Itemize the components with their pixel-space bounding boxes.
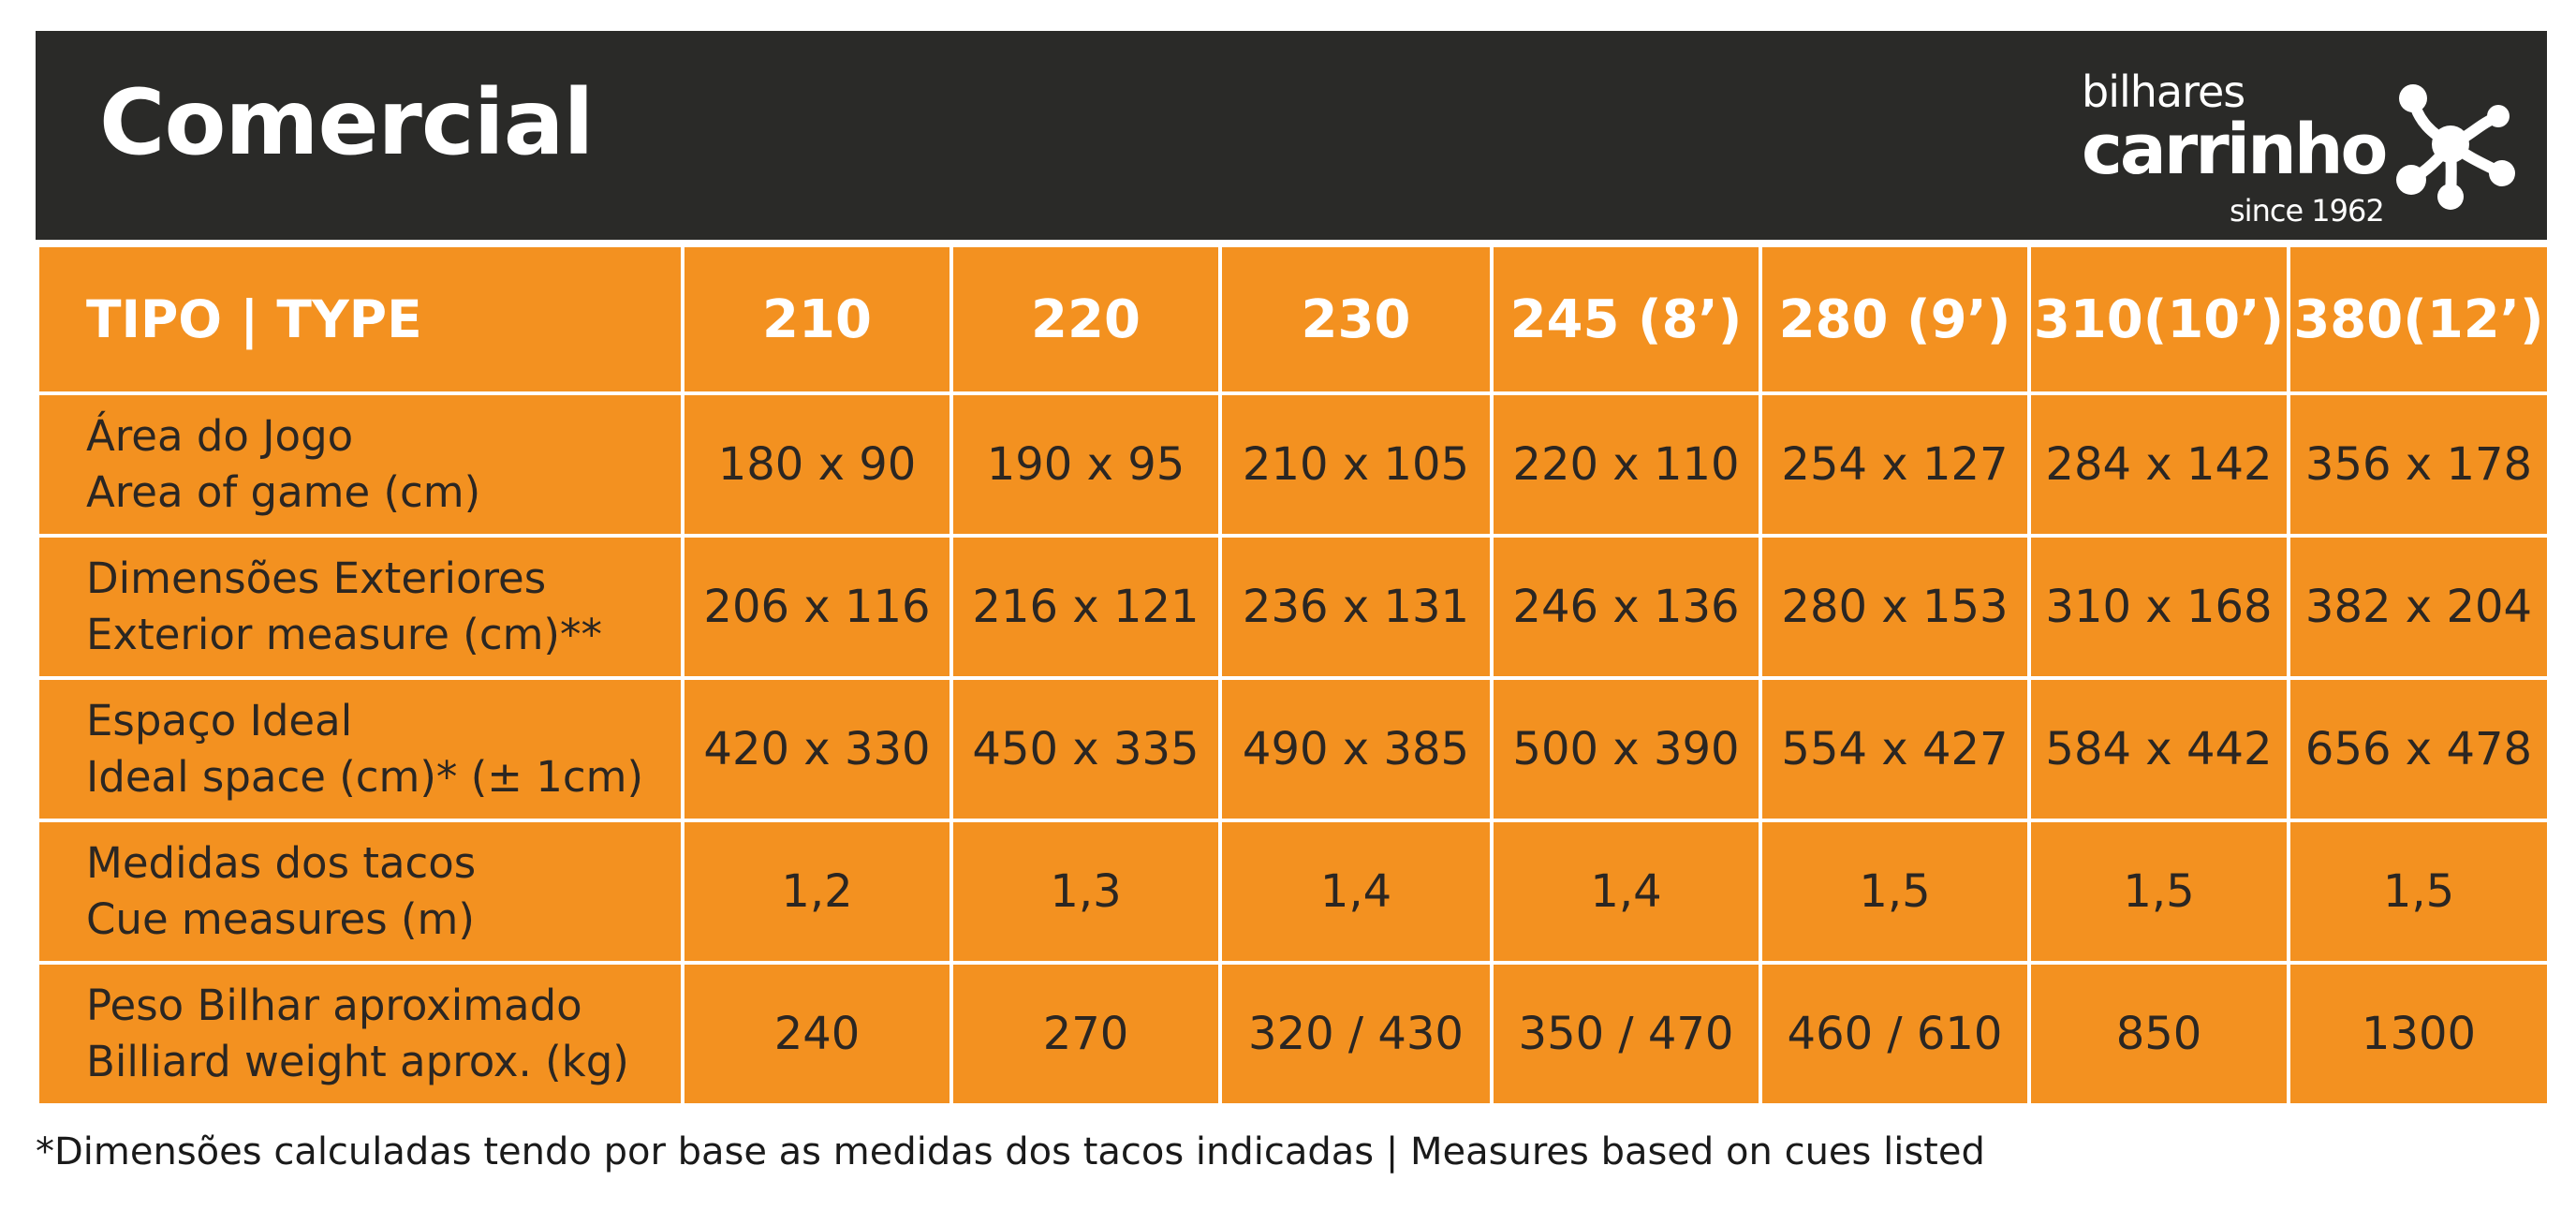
table-cell: 1,5 [2027,819,2290,965]
table-cell: 554 x 427 [1759,676,2031,822]
table-cell: 1,4 [1218,819,1494,965]
row-label-pt: Dimensões Exteriores [86,553,547,603]
table-cell: 190 x 95 [949,391,1222,538]
table-cell: 220 x 110 [1490,391,1762,538]
table-cell: 656 x 478 [2287,676,2551,822]
table-cell: 350 / 470 [1490,961,1762,1107]
table-row: Peso Bilhar aproximado Billiard weight a… [36,961,2551,1107]
page-title: Comercial [99,70,594,175]
table-cell: 320 / 430 [1218,961,1494,1107]
table-cell: 280 x 153 [1759,534,2031,680]
table-cell: 450 x 335 [949,676,1222,822]
table-cell: 356 x 178 [2287,391,2551,538]
column-header: 280 (9’) [1759,243,2031,395]
column-header: 310(10’) [2027,243,2290,395]
row-label-pt: Medidas dos tacos [86,838,477,888]
table-cell: 284 x 142 [2027,391,2290,538]
table-cell: 210 x 105 [1218,391,1494,538]
row-label-en: Area of game (cm) [86,467,481,517]
column-header: 230 [1218,243,1494,395]
table-cell: 1,2 [681,819,953,965]
row-label-en: Cue measures (m) [86,894,475,944]
footnote: *Dimensões calculadas tendo por base as … [36,1130,1985,1173]
table-cell: 1,3 [949,819,1222,965]
table-cell: 270 [949,961,1222,1107]
logo-main-text: carrinho [2082,110,2388,190]
table-cell: 850 [2027,961,2290,1107]
row-label-pt: Peso Bilhar aproximado [86,981,582,1030]
row-label-en: Billiard weight aprox. (kg) [86,1037,629,1086]
table-cell: 254 x 127 [1759,391,2031,538]
table-cell: 236 x 131 [1218,534,1494,680]
table-cell: 1,5 [1759,819,2031,965]
header-bar: Comercial bilhares carrinho since 1962 [36,31,2547,240]
molecule-dots-icon [2396,84,2515,210]
row-label: Peso Bilhar aproximado Billiard weight a… [36,961,684,1107]
column-header: 245 (8’) [1490,243,1762,395]
table-cell: 460 / 610 [1759,961,2031,1107]
column-header: 380(12’) [2287,243,2551,395]
table-cell: 216 x 121 [949,534,1222,680]
table-cell: 1300 [2287,961,2551,1107]
row-label-en: Ideal space (cm)* (± 1cm) [86,752,644,802]
table-header-row: TIPO | TYPE 210 220 230 245 (8’) 280 (9’… [36,243,2551,395]
table-row: Medidas dos tacos Cue measures (m) 1,2 1… [36,819,2551,965]
row-label: Área do Jogo Area of game (cm) [36,391,684,538]
table-cell: 1,4 [1490,819,1762,965]
table-cell: 246 x 136 [1490,534,1762,680]
table-cell: 1,5 [2287,819,2551,965]
row-label: Medidas dos tacos Cue measures (m) [36,819,684,965]
row-label-en: Exterior measure (cm)** [86,610,602,659]
row-label: Dimensões Exteriores Exterior measure (c… [36,534,684,680]
table-cell: 206 x 116 [681,534,953,680]
header-label-cell: TIPO | TYPE [36,243,684,395]
brand-logo: bilhares carrinho since 1962 [2044,52,2531,229]
table-cell: 180 x 90 [681,391,953,538]
logo-tagline: since 1962 [2230,193,2385,229]
table-cell: 310 x 168 [2027,534,2290,680]
row-label-pt: Espaço Ideal [86,696,353,745]
table-cell: 500 x 390 [1490,676,1762,822]
logo-top-text: bilhares [2082,66,2245,117]
column-header: 210 [681,243,953,395]
row-label: Espaço Ideal Ideal space (cm)* (± 1cm) [36,676,684,822]
specs-table: TIPO | TYPE 210 220 230 245 (8’) 280 (9’… [36,243,2551,1107]
table-cell: 490 x 385 [1218,676,1494,822]
table-cell: 584 x 442 [2027,676,2290,822]
table-row: Dimensões Exteriores Exterior measure (c… [36,534,2551,680]
table-row: Área do Jogo Area of game (cm) 180 x 90 … [36,391,2551,538]
table-row: Espaço Ideal Ideal space (cm)* (± 1cm) 4… [36,676,2551,822]
column-header: 220 [949,243,1222,395]
table-cell: 382 x 204 [2287,534,2551,680]
row-label-pt: Área do Jogo [86,411,354,461]
table-cell: 420 x 330 [681,676,953,822]
table-cell: 240 [681,961,953,1107]
